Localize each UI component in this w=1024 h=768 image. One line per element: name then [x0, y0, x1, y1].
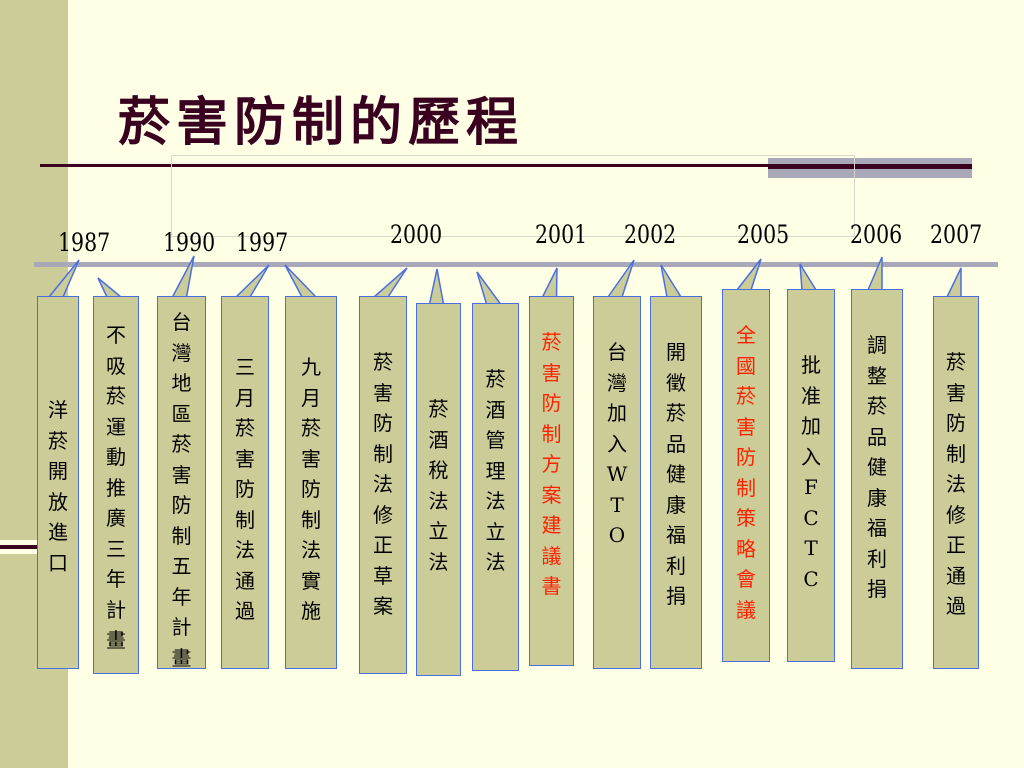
year-label-2002: 2002 — [624, 220, 677, 249]
event-card-text: 不吸菸運動推廣三年計畫 — [106, 323, 126, 652]
event-card: 菸害防制方案建議書 — [529, 296, 574, 666]
event-card-text: 台灣加入WTO — [606, 340, 628, 547]
event-card: 全國菸害防制策略會議 — [722, 289, 770, 662]
title-accent-line — [768, 166, 972, 169]
callout-pointer-7 — [476, 271, 502, 305]
event-card: 不吸菸運動推廣三年計畫 — [93, 296, 139, 674]
sidebar-rule — [0, 545, 68, 549]
event-card: 洋菸開放進口 — [37, 296, 79, 669]
event-card: 三月菸害防制法通過 — [221, 296, 269, 669]
event-card: 台灣加入WTO — [593, 296, 641, 669]
event-card: 批准加入FCTC — [787, 289, 835, 662]
callout-pointer-1 — [97, 277, 124, 298]
event-card-text: 菸酒管理法立法 — [485, 367, 506, 574]
title-rule — [40, 164, 972, 167]
event-card-text: 全國菸害防制策略會議 — [736, 323, 756, 622]
event-card-text: 三月菸害防制法通過 — [235, 355, 255, 623]
event-card: 菸害防制法修正通過 — [933, 296, 979, 669]
event-card-text: 開徵菸品健康福利捐 — [666, 340, 686, 608]
callout-pointer-12 — [799, 263, 818, 291]
event-card-text: 批准加入FCTC — [801, 353, 821, 591]
callout-pointer-3 — [234, 264, 270, 298]
event-card-text: 菸酒稅法立法 — [428, 397, 449, 574]
event-card-text: 菸害防制方案建議書 — [541, 330, 562, 598]
year-label-2001: 2001 — [535, 220, 588, 249]
event-card-text: 菸害防制法修正通過 — [946, 350, 966, 618]
year-label-2006: 2006 — [850, 220, 903, 249]
event-card: 九月菸害防制法實施 — [285, 296, 337, 669]
event-card: 菸害防制法修正草案 — [359, 296, 407, 674]
embedded-object-frame — [171, 155, 855, 237]
event-card-text: 調整菸品健康福利捐 — [867, 333, 887, 601]
event-card-text: 菸害防制法修正草案 — [373, 350, 393, 618]
slide-title: 菸害防制的歷程 — [118, 92, 525, 153]
callout-pointer-6 — [428, 268, 445, 305]
event-card: 台灣地區菸害防制五年計畫 — [157, 296, 206, 670]
callout-pointer-14 — [945, 267, 962, 298]
callout-pointer-8 — [541, 267, 558, 298]
year-label-2005: 2005 — [737, 220, 790, 249]
event-card-text: 九月菸害防制法實施 — [301, 355, 321, 623]
event-card: 菸酒管理法立法 — [472, 303, 519, 671]
year-label-1990: 1990 — [163, 228, 216, 257]
event-card-text: 洋菸開放進口 — [48, 398, 68, 575]
event-card-text: 台灣地區菸害防制五年計畫 — [171, 310, 192, 670]
event-card: 菸酒稅法立法 — [416, 303, 461, 676]
year-label-2000: 2000 — [390, 220, 443, 249]
year-label-1987: 1987 — [58, 228, 111, 257]
timeline-axis — [34, 262, 998, 267]
callout-pointer-5 — [372, 267, 408, 298]
callout-pointer-10 — [660, 264, 683, 298]
year-label-2007: 2007 — [930, 220, 983, 249]
event-card: 開徵菸品健康福利捐 — [650, 296, 702, 669]
event-card: 調整菸品健康福利捐 — [851, 289, 903, 669]
year-label-1997: 1997 — [236, 228, 289, 257]
callout-pointer-4 — [284, 264, 318, 298]
